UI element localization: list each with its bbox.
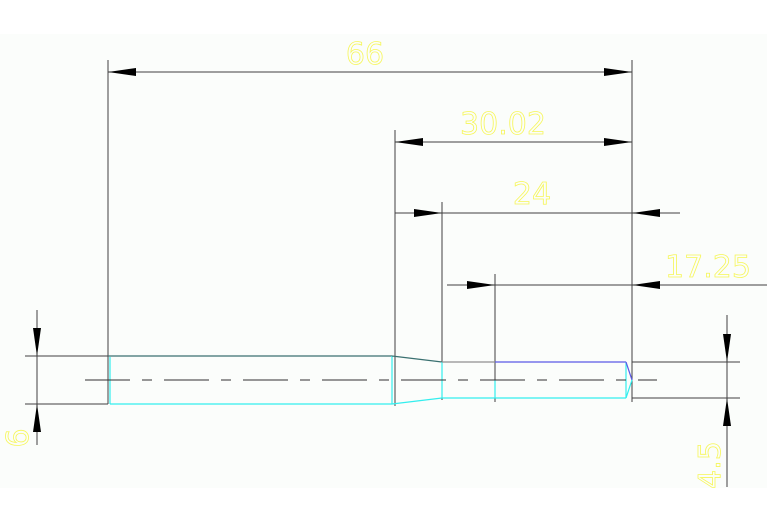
dimension-text: 66: [346, 37, 384, 72]
dimension-large-diameter: 6: [1, 310, 41, 448]
dimension-step-length: 30.02: [395, 107, 632, 146]
dimension-small-diameter: 4.5: [693, 315, 731, 489]
dimension-overall-length: 66: [108, 37, 632, 76]
dimension-thread-length: 17.25: [447, 250, 767, 289]
dimension-text: 4.5: [693, 441, 728, 489]
extension-lines: [25, 60, 740, 406]
dimension-reduced-length: 24: [395, 177, 680, 217]
drawing-area: [0, 34, 767, 488]
dimension-text: 6: [1, 428, 36, 447]
dimension-text: 24: [513, 177, 551, 212]
dimension-text: 17.25: [665, 250, 751, 285]
dimension-text: 30.02: [460, 107, 546, 142]
shaft-outline: [108, 355, 633, 405]
